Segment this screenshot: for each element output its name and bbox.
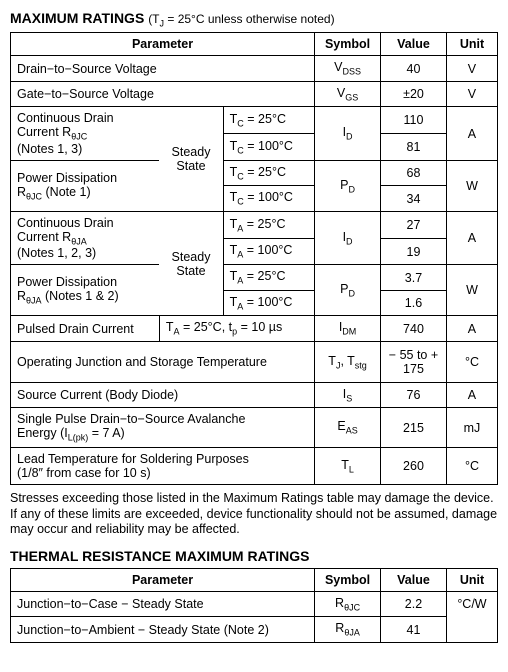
- param-id-rja: Continuous Drain Current RθJA (Notes 1, …: [11, 211, 160, 265]
- sym-rjc: RθJC: [315, 591, 381, 617]
- cond-tc25-2: TC = 25°C: [223, 160, 314, 186]
- val-g1-2: 81: [381, 134, 447, 161]
- unit-rjc: °C/W: [446, 591, 497, 617]
- stress-note: Stresses exceeding those listed in the M…: [10, 491, 498, 538]
- val-g2-4: 1.6: [381, 290, 447, 316]
- unit-vdss: V: [446, 56, 497, 82]
- table-row: Pulsed Drain Current TA = 25°C, tp = 10 …: [11, 316, 498, 342]
- param-id-rjc: Continuous Drain Current RθJC (Notes 1, …: [11, 107, 160, 161]
- sym-pd-2: PD: [315, 265, 381, 316]
- unit-rja: [446, 617, 497, 643]
- unit-vgs: V: [446, 81, 497, 107]
- table-row: Continuous Drain Current RθJA (Notes 1, …: [11, 211, 498, 238]
- th2-value: Value: [381, 568, 447, 591]
- th-unit: Unit: [446, 33, 497, 56]
- param-vgs: Gate−to−Source Voltage: [11, 81, 315, 107]
- unit-g2-w: W: [446, 265, 497, 316]
- unit-temp: °C: [446, 341, 497, 382]
- unit-g1-a: A: [446, 107, 497, 161]
- sym-rja: RθJA: [315, 617, 381, 643]
- max-ratings-table: Parameter Symbol Value Unit Drain−to−Sou…: [10, 32, 498, 485]
- val-g1-1: 110: [381, 107, 447, 134]
- th2-symbol: Symbol: [315, 568, 381, 591]
- param-eas: Single Pulse Drain−to−Source Avalanche E…: [11, 408, 315, 448]
- th-value: Value: [381, 33, 447, 56]
- val-rjc: 2.2: [381, 591, 447, 617]
- val-temp: − 55 to + 175: [381, 341, 447, 382]
- sym-idm: IDM: [315, 316, 381, 342]
- cond-pulsed: TA = 25°C, tp = 10 µs: [159, 316, 314, 342]
- table-row: Junction−to−Case − Steady State RθJC 2.2…: [11, 591, 498, 617]
- param-temp: Operating Junction and Storage Temperatu…: [11, 341, 315, 382]
- val-is: 76: [381, 382, 447, 408]
- sym-is: IS: [315, 382, 381, 408]
- cond-ta100-2: TA = 100°C: [223, 290, 314, 316]
- table-row: Drain−to−Source Voltage VDSS 40 V: [11, 56, 498, 82]
- cond-ta100-1: TA = 100°C: [223, 238, 314, 265]
- val-g1-3: 68: [381, 160, 447, 186]
- cond-tc25-1: TC = 25°C: [223, 107, 314, 134]
- title-condition: (TJ = 25°C unless otherwise noted): [148, 12, 334, 26]
- param-rjc: Junction−to−Case − Steady State: [11, 591, 315, 617]
- sym-eas: EAS: [315, 408, 381, 448]
- table-header-row: Parameter Symbol Value Unit: [11, 33, 498, 56]
- table-header-row: Parameter Symbol Value Unit: [11, 568, 498, 591]
- val-eas: 215: [381, 408, 447, 448]
- sym-id-1: ID: [315, 107, 381, 161]
- param-is: Source Current (Body Diode): [11, 382, 315, 408]
- table-row: Single Pulse Drain−to−Source Avalanche E…: [11, 408, 498, 448]
- sym-tl: TL: [315, 447, 381, 484]
- thermal-table: Parameter Symbol Value Unit Junction−to−…: [10, 568, 498, 643]
- sym-id-2: ID: [315, 211, 381, 265]
- th-symbol: Symbol: [315, 33, 381, 56]
- unit-is: A: [446, 382, 497, 408]
- title-thermal: THERMAL RESISTANCE MAXIMUM RATINGS: [10, 548, 498, 564]
- sym-tj: TJ, Tstg: [315, 341, 381, 382]
- val-vgs: ±20: [381, 81, 447, 107]
- val-rja: 41: [381, 617, 447, 643]
- title-text: MAXIMUM RATINGS: [10, 10, 144, 26]
- sym-vdss: VDSS: [315, 56, 381, 82]
- table-row: Power Dissipation RθJC (Note 1) TC = 25°…: [11, 160, 498, 186]
- sym-vgs: VGS: [315, 81, 381, 107]
- unit-g2-a: A: [446, 211, 497, 265]
- th2-parameter: Parameter: [11, 568, 315, 591]
- val-tl: 260: [381, 447, 447, 484]
- val-idm: 740: [381, 316, 447, 342]
- steady-state-1: Steady State: [159, 107, 223, 212]
- val-g1-4: 34: [381, 186, 447, 212]
- table-row: Continuous Drain Current RθJC (Notes 1, …: [11, 107, 498, 134]
- table-row: Junction−to−Ambient − Steady State (Note…: [11, 617, 498, 643]
- table-row: Operating Junction and Storage Temperatu…: [11, 341, 498, 382]
- sym-pd-1: PD: [315, 160, 381, 211]
- table-row: Lead Temperature for Soldering Purposes …: [11, 447, 498, 484]
- th2-unit: Unit: [446, 568, 497, 591]
- cond-ta25-2: TA = 25°C: [223, 265, 314, 291]
- val-g2-1: 27: [381, 211, 447, 238]
- table-row: Gate−to−Source Voltage VGS ±20 V: [11, 81, 498, 107]
- unit-g1-w: W: [446, 160, 497, 211]
- steady-state-2: Steady State: [159, 211, 223, 316]
- cond-ta25-1: TA = 25°C: [223, 211, 314, 238]
- param-rja: Junction−to−Ambient − Steady State (Note…: [11, 617, 315, 643]
- param-pulsed: Pulsed Drain Current: [11, 316, 160, 342]
- unit-eas: mJ: [446, 408, 497, 448]
- unit-idm: A: [446, 316, 497, 342]
- unit-tl: °C: [446, 447, 497, 484]
- param-pd-rjc: Power Dissipation RθJC (Note 1): [11, 160, 160, 211]
- param-tl: Lead Temperature for Soldering Purposes …: [11, 447, 315, 484]
- param-vdss: Drain−to−Source Voltage: [11, 56, 315, 82]
- param-pd-rja: Power Dissipation RθJA (Notes 1 & 2): [11, 265, 160, 316]
- table-row: Source Current (Body Diode) IS 76 A: [11, 382, 498, 408]
- val-g2-2: 19: [381, 238, 447, 265]
- cond-tc100-2: TC = 100°C: [223, 186, 314, 212]
- table-row: Power Dissipation RθJA (Notes 1 & 2) TA …: [11, 265, 498, 291]
- cond-tc100-1: TC = 100°C: [223, 134, 314, 161]
- title-max-ratings: MAXIMUM RATINGS (TJ = 25°C unless otherw…: [10, 10, 498, 28]
- th-parameter: Parameter: [11, 33, 315, 56]
- val-g2-3: 3.7: [381, 265, 447, 291]
- val-vdss: 40: [381, 56, 447, 82]
